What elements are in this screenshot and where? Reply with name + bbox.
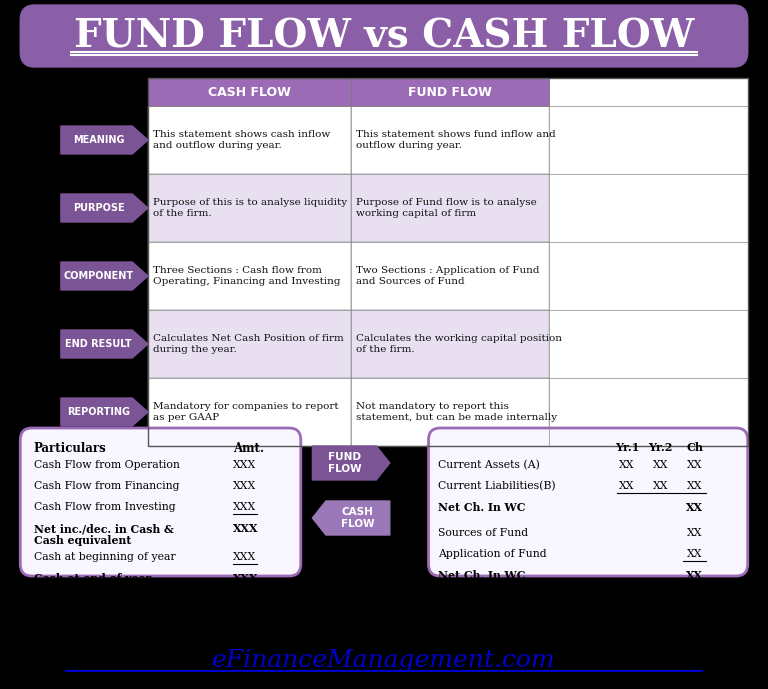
Text: XX: XX <box>687 528 702 538</box>
Text: XX: XX <box>653 481 668 491</box>
FancyBboxPatch shape <box>20 428 301 576</box>
Text: REPORTING: REPORTING <box>67 407 130 417</box>
Bar <box>148 78 351 106</box>
Text: XXX: XXX <box>233 524 259 535</box>
Polygon shape <box>61 126 148 154</box>
Text: This statement shows cash inflow
and outflow during year.: This statement shows cash inflow and out… <box>153 130 330 150</box>
Text: XXX: XXX <box>233 552 257 562</box>
Text: COMPONENT: COMPONENT <box>64 271 134 281</box>
FancyBboxPatch shape <box>429 428 748 576</box>
Text: Calculates the working capital position
of the firm.: Calculates the working capital position … <box>356 334 562 353</box>
Text: XX: XX <box>687 549 702 559</box>
Text: This statement shows fund inflow and
outflow during year.: This statement shows fund inflow and out… <box>356 130 556 150</box>
Text: Current Assets (A): Current Assets (A) <box>439 460 540 471</box>
Bar <box>351 310 549 378</box>
Text: Calculates Net Cash Position of firm
during the year.: Calculates Net Cash Position of firm dur… <box>153 334 343 353</box>
Text: XX: XX <box>619 460 634 470</box>
Text: XXX: XXX <box>233 481 257 491</box>
Text: Net Ch. In WC: Net Ch. In WC <box>439 570 525 581</box>
Text: Current Liabilities(B): Current Liabilities(B) <box>439 481 556 491</box>
Text: Cash Flow from Operation: Cash Flow from Operation <box>34 460 180 470</box>
Text: XX: XX <box>619 481 634 491</box>
Bar <box>351 174 549 242</box>
Text: PURPOSE: PURPOSE <box>73 203 124 213</box>
Text: Three Sections : Cash flow from
Operating, Financing and Investing: Three Sections : Cash flow from Operatin… <box>153 267 340 286</box>
Text: Ch: Ch <box>686 442 703 453</box>
Text: XX: XX <box>687 460 702 470</box>
Text: Mandatory for companies to report
as per GAAP: Mandatory for companies to report as per… <box>153 402 339 422</box>
Text: XX: XX <box>686 570 703 581</box>
Text: FUND FLOW vs CASH FLOW: FUND FLOW vs CASH FLOW <box>74 17 694 55</box>
Text: Cash equivalent: Cash equivalent <box>34 535 131 546</box>
Text: CASH FLOW: CASH FLOW <box>208 85 291 99</box>
Bar <box>148 310 351 378</box>
Text: Two Sections : Application of Fund
and Sources of Fund: Two Sections : Application of Fund and S… <box>356 267 539 286</box>
Polygon shape <box>61 194 148 222</box>
Text: Application of Fund: Application of Fund <box>439 549 547 559</box>
Bar <box>148 378 351 446</box>
Text: XX: XX <box>686 502 703 513</box>
Text: Cash Flow from Investing: Cash Flow from Investing <box>34 502 175 512</box>
Text: CASH
FLOW: CASH FLOW <box>341 507 375 528</box>
Text: Net Ch. In WC: Net Ch. In WC <box>439 502 525 513</box>
Bar <box>148 174 351 242</box>
Bar <box>351 78 549 106</box>
Text: XXX: XXX <box>233 502 257 512</box>
Text: Purpose of this is to analyse liquidity
of the firm.: Purpose of this is to analyse liquidity … <box>153 198 347 218</box>
Text: Cash Flow from Financing: Cash Flow from Financing <box>34 481 179 491</box>
Text: Not mandatory to report this
statement, but can be made internally: Not mandatory to report this statement, … <box>356 402 557 422</box>
Text: XX: XX <box>653 460 668 470</box>
Text: Purpose of Fund flow is to analyse
working capital of firm: Purpose of Fund flow is to analyse worki… <box>356 198 537 218</box>
Text: XX: XX <box>687 481 702 491</box>
Text: Yr.2: Yr.2 <box>648 442 673 453</box>
Text: MEANING: MEANING <box>73 135 124 145</box>
Bar <box>148 78 748 446</box>
Text: Cash at end of year: Cash at end of year <box>34 573 151 584</box>
Polygon shape <box>61 262 148 290</box>
Bar <box>148 78 748 446</box>
FancyBboxPatch shape <box>20 5 748 67</box>
Text: Amt.: Amt. <box>233 442 264 455</box>
Text: END RESULT: END RESULT <box>65 339 132 349</box>
Text: eFinanceManagement.com: eFinanceManagement.com <box>212 648 556 672</box>
Bar <box>148 106 351 174</box>
Bar <box>351 106 549 174</box>
Text: XXX: XXX <box>233 460 257 470</box>
Polygon shape <box>313 446 390 480</box>
Text: FUND
FLOW: FUND FLOW <box>327 452 361 474</box>
Text: Sources of Fund: Sources of Fund <box>439 528 528 538</box>
Bar <box>351 242 549 310</box>
Polygon shape <box>313 501 390 535</box>
Bar <box>148 242 351 310</box>
Polygon shape <box>61 330 148 358</box>
Text: Yr.1: Yr.1 <box>614 442 639 453</box>
Text: XXX: XXX <box>233 573 259 584</box>
Polygon shape <box>61 398 148 426</box>
Text: Net inc./dec. in Cash &: Net inc./dec. in Cash & <box>34 523 174 534</box>
Bar <box>351 378 549 446</box>
Text: Cash at beginning of year: Cash at beginning of year <box>34 552 175 562</box>
Text: FUND FLOW: FUND FLOW <box>409 85 492 99</box>
Text: Particulars: Particulars <box>34 442 107 455</box>
